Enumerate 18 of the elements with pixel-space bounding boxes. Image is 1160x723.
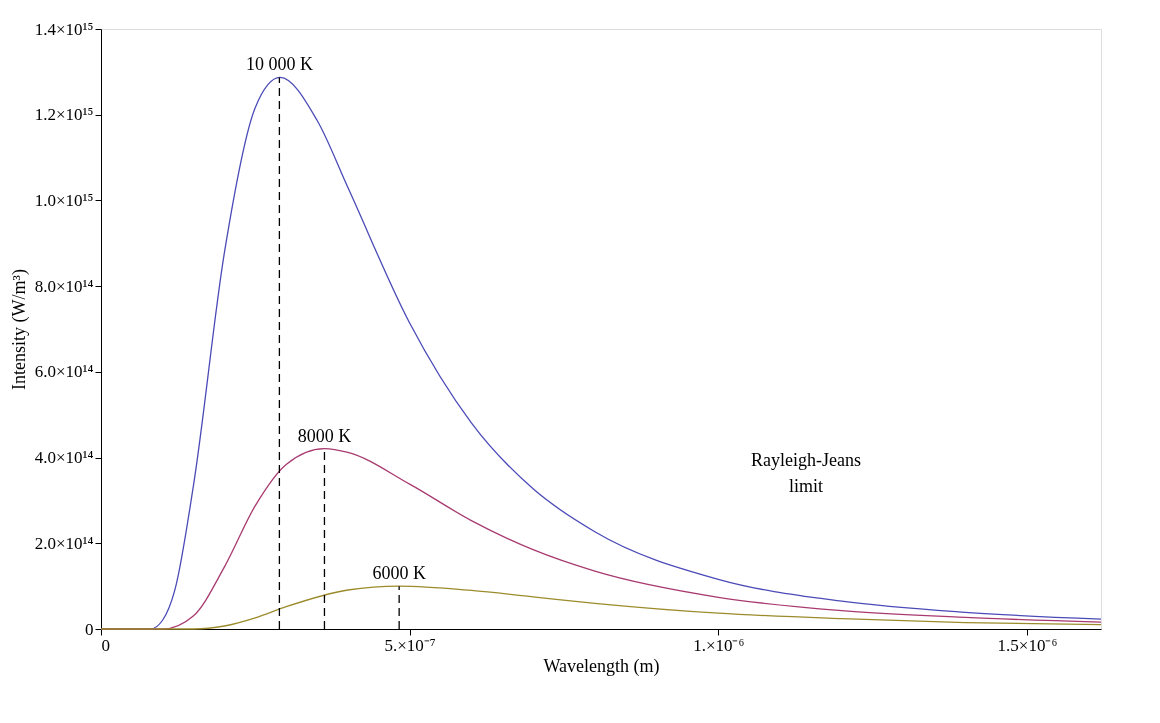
y-tick-label: 4.0×10¹⁴ — [34, 448, 94, 468]
y-tick-label: 0 — [85, 619, 94, 639]
annotation: 8000 K — [297, 425, 352, 446]
y-tick-label: 1.0×10¹⁵ — [34, 190, 94, 210]
x-tick-label: 0 — [101, 635, 110, 655]
x-tick-label: 5.×10⁻⁷ — [384, 635, 436, 655]
annotation: 6000 K — [372, 563, 426, 584]
x-tick-label: 1.5×10⁻⁶ — [997, 635, 1058, 655]
y-tick-label: 1.2×10¹⁵ — [34, 105, 94, 125]
annotation: Rayleigh-Jeans limit — [751, 450, 861, 496]
y-tick-label: 8.0×10¹⁴ — [34, 276, 94, 296]
y-tick-label: 1.4×10¹⁵ — [34, 19, 94, 39]
annotation: 10 000 K — [245, 54, 313, 75]
y-tick-label: 2.0×10¹⁴ — [34, 533, 94, 553]
x-tick-label: 1.×10⁻⁶ — [693, 635, 745, 655]
x-axis-title: Wavelength (m) — [543, 655, 660, 677]
y-tick-label: 6.0×10¹⁴ — [34, 362, 94, 382]
y-axis-title: Intensity (W/m³) — [8, 269, 30, 390]
